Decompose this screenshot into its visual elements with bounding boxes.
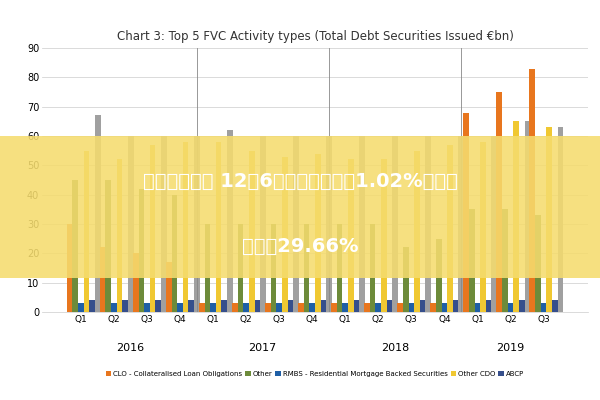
Bar bbox=[535, 215, 541, 312]
Bar bbox=[166, 262, 172, 312]
Bar bbox=[67, 224, 73, 312]
Title: Chart 3: Top 5 FVC Activity types (Total Debt Securities Issued €bn): Chart 3: Top 5 FVC Activity types (Total… bbox=[116, 30, 514, 43]
Bar bbox=[95, 116, 101, 312]
Bar bbox=[420, 300, 425, 312]
Bar bbox=[216, 142, 221, 312]
Bar bbox=[260, 136, 266, 312]
Bar bbox=[282, 156, 287, 312]
Bar bbox=[199, 303, 205, 312]
Text: 2018: 2018 bbox=[380, 342, 409, 352]
Bar bbox=[453, 300, 458, 312]
Bar bbox=[458, 136, 464, 312]
Bar bbox=[519, 300, 524, 312]
Text: 溢价甇29.66%: 溢价甇29.66% bbox=[242, 237, 358, 256]
Text: 股市杠杆融资 12月6日闻泰转傘上涨1.02%，转股: 股市杠杆融资 12月6日闻泰转傘上涨1.02%，转股 bbox=[143, 172, 457, 191]
Bar bbox=[194, 136, 200, 312]
Bar bbox=[343, 303, 348, 312]
Bar bbox=[480, 142, 486, 312]
Bar bbox=[232, 303, 238, 312]
Bar bbox=[221, 300, 227, 312]
Bar bbox=[353, 300, 359, 312]
Text: 2019: 2019 bbox=[496, 342, 524, 352]
Bar bbox=[403, 248, 409, 312]
Bar bbox=[486, 300, 491, 312]
Bar bbox=[304, 224, 310, 312]
Bar bbox=[161, 136, 167, 312]
Bar bbox=[150, 145, 155, 312]
Bar bbox=[144, 303, 150, 312]
Bar bbox=[287, 300, 293, 312]
Bar bbox=[414, 151, 420, 312]
Bar bbox=[117, 160, 122, 312]
Bar bbox=[172, 195, 177, 312]
Bar bbox=[254, 300, 260, 312]
Bar bbox=[310, 303, 315, 312]
Bar bbox=[298, 303, 304, 312]
Bar bbox=[436, 239, 442, 312]
Bar bbox=[331, 303, 337, 312]
Bar bbox=[337, 224, 343, 312]
Legend: CLO - Collateralised Loan Obligations, Other, RMBS - Residential Mortgage Backed: CLO - Collateralised Loan Obligations, O… bbox=[103, 368, 527, 380]
Bar bbox=[409, 303, 414, 312]
Bar bbox=[469, 209, 475, 312]
Bar bbox=[496, 92, 502, 312]
Bar bbox=[265, 303, 271, 312]
Bar bbox=[210, 303, 216, 312]
Bar bbox=[128, 136, 134, 312]
Bar bbox=[89, 300, 95, 312]
Bar bbox=[188, 300, 194, 312]
Bar bbox=[447, 145, 453, 312]
Bar bbox=[370, 224, 376, 312]
Bar bbox=[513, 121, 519, 312]
Bar bbox=[155, 300, 161, 312]
Bar bbox=[430, 303, 436, 312]
Bar bbox=[83, 151, 89, 312]
Bar bbox=[524, 121, 530, 312]
Bar bbox=[364, 303, 370, 312]
Bar bbox=[315, 154, 320, 312]
Bar bbox=[277, 303, 282, 312]
Bar bbox=[359, 136, 365, 312]
Bar bbox=[552, 300, 557, 312]
Bar bbox=[491, 136, 497, 312]
Bar bbox=[238, 224, 243, 312]
Bar bbox=[381, 160, 387, 312]
Bar bbox=[508, 303, 513, 312]
Bar bbox=[227, 130, 233, 312]
Bar bbox=[557, 127, 563, 312]
Bar bbox=[73, 180, 78, 312]
Bar bbox=[78, 303, 83, 312]
Bar bbox=[122, 300, 128, 312]
Bar bbox=[397, 303, 403, 312]
Bar bbox=[475, 303, 480, 312]
Bar bbox=[100, 248, 106, 312]
Bar bbox=[442, 303, 447, 312]
Bar bbox=[376, 303, 381, 312]
Bar bbox=[541, 303, 547, 312]
Bar bbox=[529, 68, 535, 312]
Bar bbox=[320, 300, 326, 312]
Text: 2017: 2017 bbox=[248, 342, 277, 352]
Bar bbox=[425, 136, 431, 312]
Bar bbox=[387, 300, 392, 312]
Bar bbox=[106, 180, 111, 312]
Bar bbox=[547, 127, 552, 312]
Bar bbox=[111, 303, 117, 312]
Bar bbox=[502, 209, 508, 312]
Text: 2016: 2016 bbox=[116, 342, 145, 352]
Bar bbox=[139, 189, 144, 312]
Bar bbox=[243, 303, 249, 312]
Bar bbox=[205, 224, 210, 312]
Bar bbox=[293, 136, 299, 312]
Bar bbox=[133, 253, 139, 312]
Bar bbox=[348, 160, 353, 312]
Bar bbox=[463, 112, 469, 312]
Bar bbox=[271, 224, 277, 312]
Bar bbox=[249, 151, 254, 312]
Bar bbox=[392, 136, 398, 312]
Bar bbox=[177, 303, 183, 312]
Bar bbox=[183, 142, 188, 312]
Bar bbox=[326, 136, 332, 312]
